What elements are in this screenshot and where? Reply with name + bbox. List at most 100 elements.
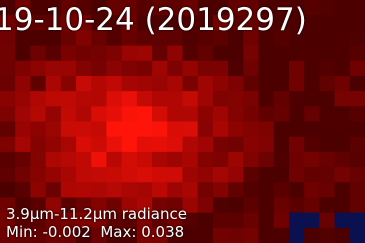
pixel [213, 167, 229, 183]
pixel [122, 76, 138, 92]
pixel [259, 167, 275, 183]
pixel [289, 182, 305, 198]
pixel [137, 91, 153, 107]
pixel [259, 76, 275, 92]
pixel [335, 0, 351, 16]
pixel [335, 106, 351, 122]
pixel [152, 137, 168, 153]
pixel [243, 228, 259, 243]
pixel [274, 61, 290, 77]
pixel [15, 137, 31, 153]
pixel [152, 46, 168, 62]
pixel [198, 46, 214, 62]
pixel [259, 106, 275, 122]
pixel [259, 61, 275, 77]
pixel [137, 122, 153, 138]
pixel [228, 46, 244, 62]
pixel [350, 0, 365, 16]
pixel [91, 46, 107, 62]
pixel [91, 182, 107, 198]
caption: 3.9μm-11.2μm radiance [6, 205, 187, 223]
pixel [76, 167, 92, 183]
pixel [319, 30, 335, 46]
min-label: Min: [6, 223, 38, 241]
pixel [137, 46, 153, 62]
pixel [46, 152, 62, 168]
pixel [61, 91, 77, 107]
pixel [183, 76, 199, 92]
pixel [319, 182, 335, 198]
pixel [319, 137, 335, 153]
pixel [46, 167, 62, 183]
pixel [91, 137, 107, 153]
range: Min: -0.002 Max: 0.038 [6, 223, 184, 241]
pixel [335, 15, 351, 31]
pixel [243, 106, 259, 122]
pixel [259, 228, 275, 243]
pixel [350, 122, 365, 138]
pixel [228, 106, 244, 122]
pixel [122, 46, 138, 62]
pixel [137, 152, 153, 168]
pixel [198, 106, 214, 122]
pixel [106, 152, 122, 168]
pixel [137, 137, 153, 153]
pixel [228, 182, 244, 198]
pixel [167, 76, 183, 92]
pixel [228, 137, 244, 153]
pixel [335, 167, 351, 183]
pixel [61, 167, 77, 183]
pixel [167, 46, 183, 62]
pixel [30, 91, 46, 107]
pixel [228, 213, 244, 229]
pixel [319, 152, 335, 168]
pixel [152, 76, 168, 92]
pixel [46, 91, 62, 107]
pixel [335, 122, 351, 138]
pixel [46, 46, 62, 62]
pixel [304, 228, 320, 243]
pixel [304, 167, 320, 183]
pixel [304, 197, 320, 213]
pixel [76, 106, 92, 122]
pixel [350, 106, 365, 122]
pixel [274, 228, 290, 243]
pixel [304, 61, 320, 77]
pixel [122, 122, 138, 138]
pixel [304, 213, 320, 229]
pixel [259, 122, 275, 138]
pixel [198, 76, 214, 92]
pixel [274, 152, 290, 168]
pixel [76, 91, 92, 107]
max-value: 0.038 [141, 223, 184, 241]
pixel [213, 228, 229, 243]
pixel [274, 213, 290, 229]
pixel [30, 152, 46, 168]
pixel [289, 137, 305, 153]
pixel [167, 122, 183, 138]
pixel [243, 61, 259, 77]
pixel [76, 46, 92, 62]
max-label: Max: [100, 223, 136, 241]
pixel [350, 137, 365, 153]
pixel [61, 122, 77, 138]
pixel [198, 61, 214, 77]
pixel [350, 46, 365, 62]
pixel [319, 91, 335, 107]
pixel [15, 106, 31, 122]
pixel [304, 182, 320, 198]
pixel [91, 76, 107, 92]
pixel [319, 228, 335, 243]
pixel [274, 137, 290, 153]
pixel [243, 213, 259, 229]
pixel [122, 152, 138, 168]
pixel [167, 91, 183, 107]
pixel [350, 228, 365, 243]
pixel [243, 182, 259, 198]
pixel [91, 106, 107, 122]
pixel [243, 91, 259, 107]
pixel [122, 91, 138, 107]
pixel [91, 122, 107, 138]
pixel [335, 182, 351, 198]
pixel [0, 122, 16, 138]
